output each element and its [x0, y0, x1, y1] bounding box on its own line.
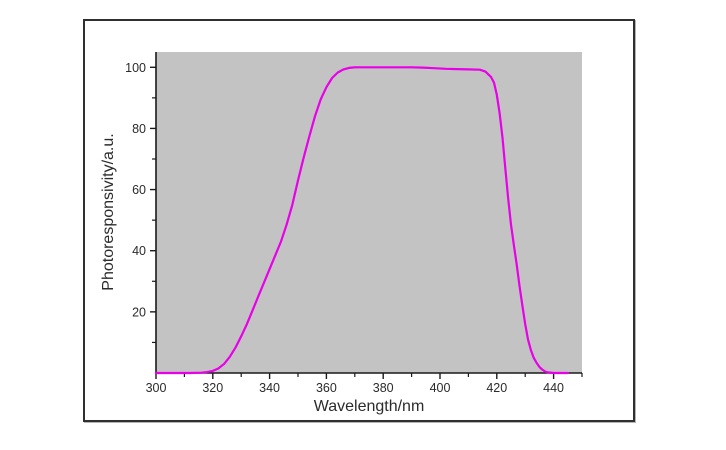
x-tick-label: 420	[486, 381, 507, 395]
x-tick-label: 400	[430, 381, 451, 395]
y-tick-label: 60	[132, 183, 146, 197]
y-axis-title: Photoresponsivity/a.u.	[100, 133, 117, 290]
plot-area	[156, 52, 582, 373]
y-tick-label: 40	[132, 244, 146, 258]
y-tick-label: 80	[132, 122, 146, 136]
axis-tick-labels: 300 320 340 360 380 400 420 440 20 40 60 80 100	[125, 61, 564, 395]
x-tick-label: 340	[259, 381, 280, 395]
x-tick-label: 360	[316, 381, 337, 395]
response-curve	[154, 66, 569, 375]
y-tick-label: 20	[132, 305, 146, 319]
x-tick-label: 440	[543, 381, 564, 395]
x-tick-label: 320	[202, 381, 223, 395]
x-axis-title: Wavelength/nm	[314, 398, 425, 415]
x-tick-label: 300	[146, 381, 167, 395]
series-line-photoresponsivity	[154, 66, 569, 375]
x-tick-label: 380	[373, 381, 394, 395]
y-tick-label: 100	[125, 61, 146, 75]
